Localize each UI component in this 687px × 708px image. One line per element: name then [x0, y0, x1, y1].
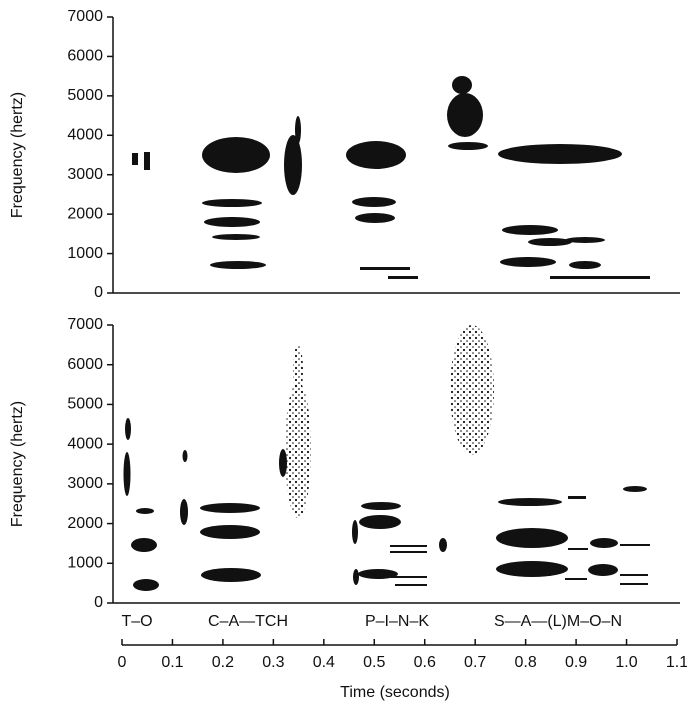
- y-tick-label: 1000: [67, 555, 103, 572]
- y-tick-label: 5000: [67, 396, 103, 413]
- word-label: C–A—TCH: [208, 613, 288, 630]
- y-tick-label: 1000: [67, 245, 103, 262]
- word-label: S—A—(L)M–O–N: [494, 613, 622, 630]
- y-tick-label: 3000: [67, 166, 103, 183]
- x-tick-label: 0.4: [313, 654, 335, 671]
- x-tick-label: 0.5: [363, 654, 385, 671]
- y-tick-label: 3000: [67, 475, 103, 492]
- y-tick-label: 0: [94, 284, 103, 301]
- y-tick-label: 0: [94, 594, 103, 611]
- x-tick-label: 0: [118, 654, 127, 671]
- x-tick-label: 0.6: [414, 654, 436, 671]
- y-tick-label: 2000: [67, 205, 103, 222]
- x-tick-label: 0.2: [212, 654, 234, 671]
- x-tick-label: 1.0: [615, 654, 637, 671]
- x-tick-label: 0.9: [565, 654, 587, 671]
- y-tick-label: 2000: [67, 515, 103, 532]
- x-tick-label: 0.8: [515, 654, 537, 671]
- y-tick-label: 4000: [67, 435, 103, 452]
- top-spectrogram-marks: [132, 76, 650, 279]
- word-label: P–I–N–K: [365, 613, 429, 630]
- y-tick-label: 4000: [67, 127, 103, 144]
- y-axis-label: Frequency (hertz): [9, 92, 26, 218]
- y-tick-label: 5000: [67, 87, 103, 104]
- x-axis-label: Time (seconds): [340, 684, 450, 701]
- x-tick-label: 0.7: [464, 654, 486, 671]
- word-label: T–O: [121, 613, 152, 630]
- y-tick-label: 7000: [67, 8, 103, 25]
- y-axis-label: Frequency (hertz): [9, 401, 26, 527]
- x-tick-label: 0.1: [161, 654, 183, 671]
- y-tick-label: 6000: [67, 48, 103, 65]
- x-tick-label: 0.3: [262, 654, 284, 671]
- y-tick-label: 7000: [67, 316, 103, 333]
- bottom-spectrogram-marks: [123, 325, 650, 591]
- y-tick-label: 6000: [67, 356, 103, 373]
- x-tick-label: 1.1: [666, 654, 687, 671]
